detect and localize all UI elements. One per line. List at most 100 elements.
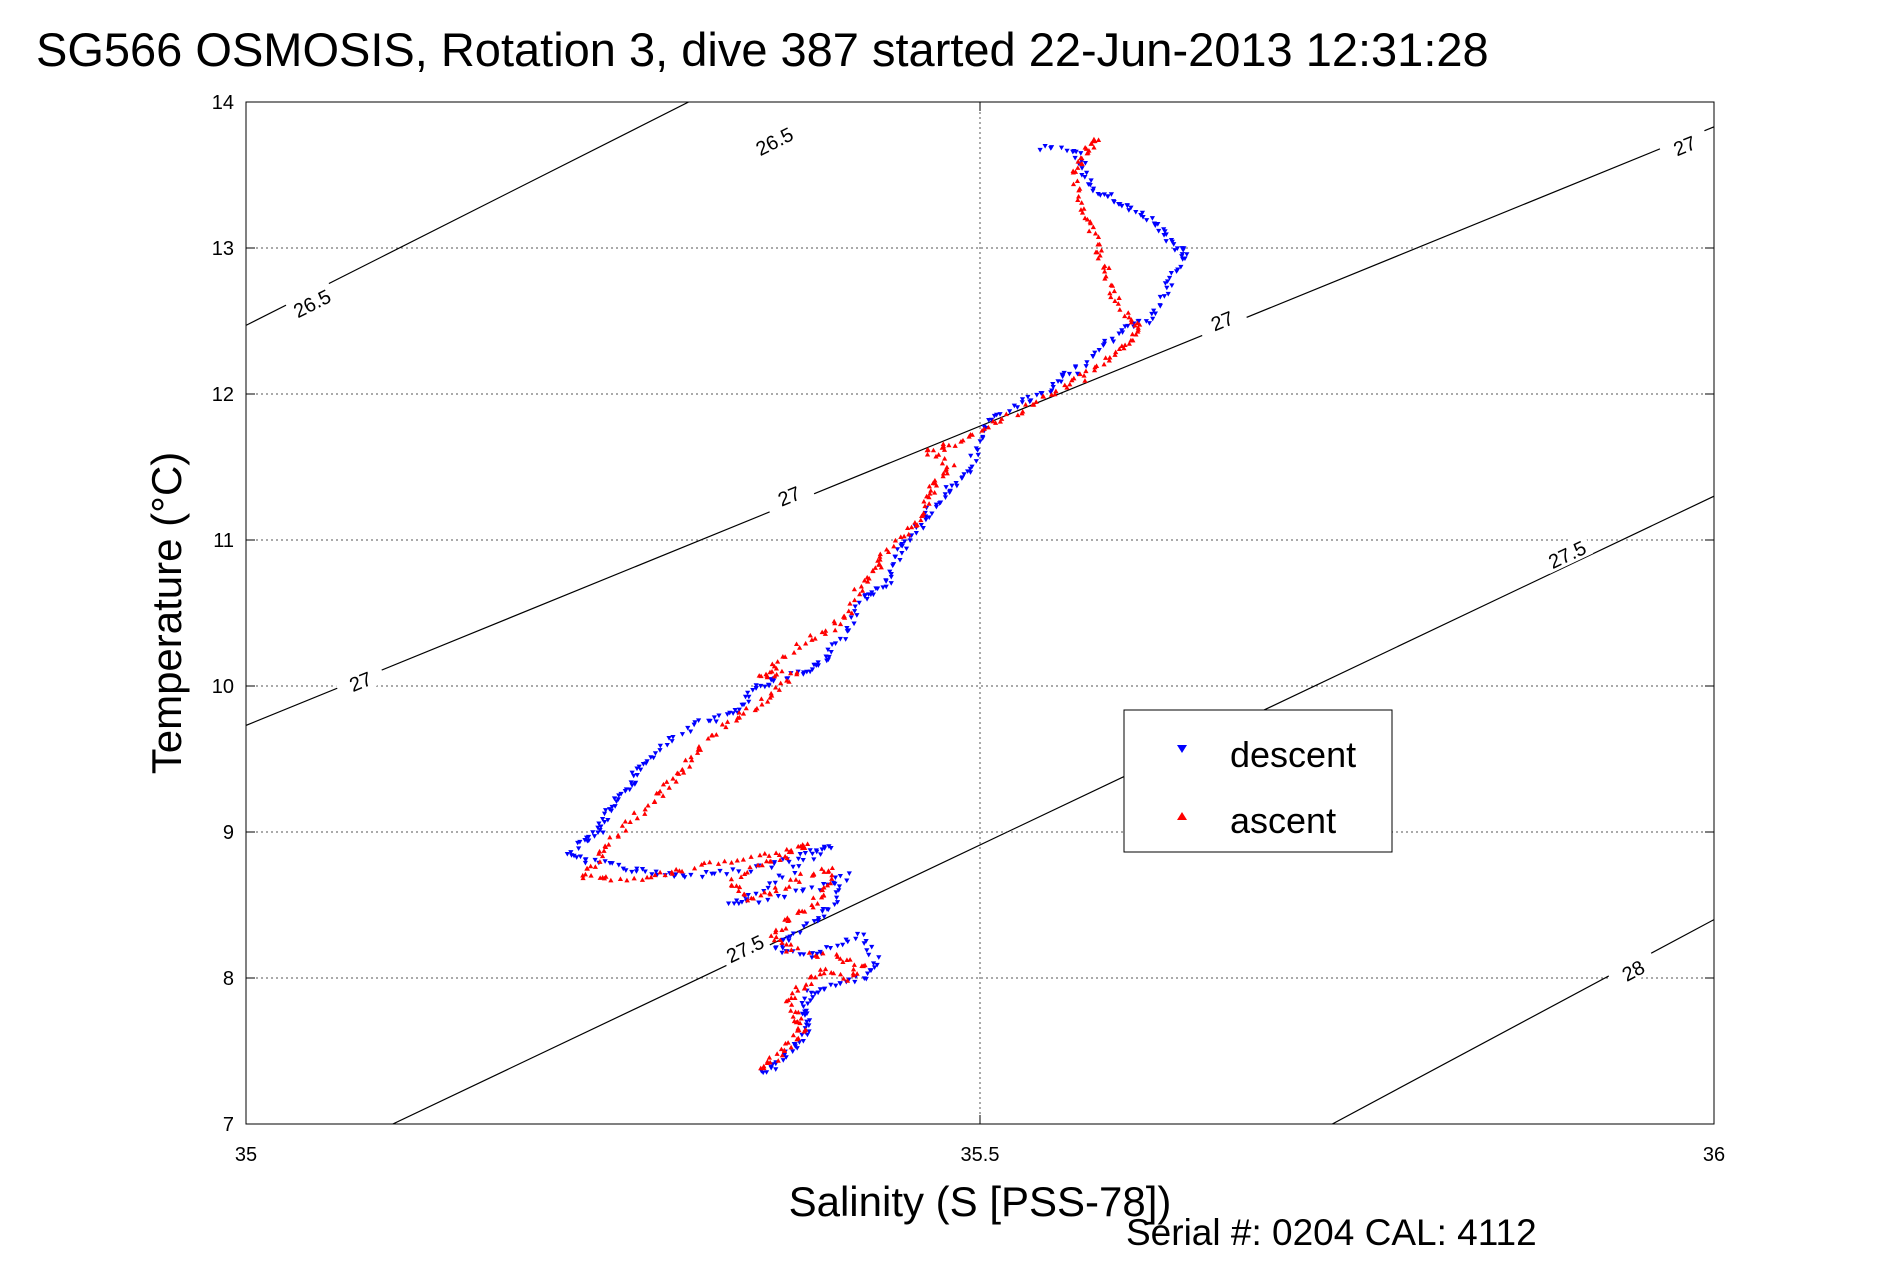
descent-point xyxy=(790,1049,796,1054)
x-tick-label: 35 xyxy=(235,1144,257,1166)
descent-point xyxy=(780,946,786,951)
ascent-point xyxy=(788,947,794,952)
descent-point xyxy=(864,948,870,953)
ascent-point xyxy=(884,546,890,552)
ascent-point xyxy=(592,864,598,869)
ascent-point xyxy=(944,470,950,476)
contour-label-bg xyxy=(718,927,772,969)
ascent-point xyxy=(723,724,729,730)
descent-point xyxy=(1135,319,1141,324)
descent-point xyxy=(837,981,843,987)
ascent-point xyxy=(664,779,670,784)
descent-point xyxy=(1006,409,1013,414)
ascent-point xyxy=(930,480,936,486)
ascent-point xyxy=(829,876,835,881)
descent-point xyxy=(961,472,967,477)
series-ascent xyxy=(580,136,1143,1071)
descent-point xyxy=(716,713,722,719)
descent-point xyxy=(1048,145,1055,150)
descent-point xyxy=(812,991,818,997)
descent-point xyxy=(739,900,745,905)
descent-point xyxy=(692,720,698,725)
descent-point xyxy=(575,840,581,846)
descent-point xyxy=(1011,403,1017,409)
ascent-point xyxy=(766,853,772,858)
descent-point xyxy=(582,860,589,866)
descent-point xyxy=(679,732,686,737)
ascent-point xyxy=(803,982,809,987)
ascent-point xyxy=(1052,391,1058,397)
ascent-point xyxy=(1091,136,1097,142)
descent-point xyxy=(913,531,919,536)
descent-point xyxy=(652,751,659,756)
ascent-point xyxy=(1074,178,1081,184)
y-tick-label: 14 xyxy=(212,92,234,114)
descent-point xyxy=(1184,252,1190,257)
ascent-point xyxy=(787,877,794,882)
descent-point xyxy=(1079,173,1085,178)
y-tick-label: 12 xyxy=(212,384,234,406)
y-tick-label: 9 xyxy=(223,822,234,844)
y-tick-label: 7 xyxy=(223,1114,234,1136)
descent-point xyxy=(1128,205,1134,211)
descent-point xyxy=(1172,248,1178,253)
ascent-point xyxy=(662,872,668,878)
descent-point xyxy=(1039,391,1045,397)
ascent-point xyxy=(1116,346,1123,351)
descent-point xyxy=(856,600,862,606)
ascent-point xyxy=(657,788,663,794)
ascent-point xyxy=(758,696,764,701)
descent-point xyxy=(802,1013,808,1018)
ascent-point xyxy=(769,661,775,667)
ascent-point xyxy=(773,888,779,894)
ascent-point xyxy=(808,981,815,987)
descent-point xyxy=(1119,330,1126,335)
ascent-point xyxy=(783,886,789,891)
descent-point xyxy=(953,480,959,486)
ascent-point xyxy=(762,851,768,856)
ascent-point xyxy=(1103,273,1109,279)
ascent-point xyxy=(793,877,799,882)
ascent-point xyxy=(891,543,897,549)
descent-point xyxy=(695,718,702,723)
ascent-point xyxy=(615,832,621,838)
descent-point xyxy=(664,742,670,748)
descent-point xyxy=(844,878,850,884)
ascent-point xyxy=(933,453,939,459)
descent-point xyxy=(809,851,815,857)
descent-point xyxy=(833,890,839,895)
ascent-point xyxy=(761,889,768,895)
descent-point xyxy=(830,880,837,886)
descent-point xyxy=(816,918,822,923)
ascent-point xyxy=(707,859,713,865)
descent-point xyxy=(1156,228,1162,234)
descent-point xyxy=(1085,182,1092,187)
ascent-point xyxy=(782,917,788,922)
contour-label-bg xyxy=(1195,300,1249,340)
ascent-point xyxy=(1128,317,1134,322)
descent-point xyxy=(739,702,745,708)
ascent-point xyxy=(791,1018,797,1024)
descent-point xyxy=(666,735,672,741)
ascent-point xyxy=(844,957,850,962)
descent-point xyxy=(793,888,799,894)
descent-point xyxy=(772,880,778,886)
ascent-point xyxy=(796,908,802,914)
legend-box xyxy=(1123,709,1393,853)
ascent-point xyxy=(783,925,789,931)
descent-point xyxy=(820,882,827,887)
descent-point xyxy=(1050,382,1056,387)
descent-point xyxy=(813,848,819,853)
descent-point xyxy=(1019,397,1026,402)
descent-point xyxy=(1096,348,1102,353)
y-tick-label: 11 xyxy=(213,530,234,552)
descent-point xyxy=(852,609,858,614)
ascent-point xyxy=(997,418,1003,424)
ascent-point xyxy=(1130,337,1136,343)
descent-point xyxy=(1116,202,1122,207)
descent-point xyxy=(1097,193,1103,198)
ascent-point xyxy=(648,874,654,880)
descent-point xyxy=(799,1001,805,1006)
ascent-point xyxy=(741,891,747,897)
descent-point xyxy=(673,872,679,878)
